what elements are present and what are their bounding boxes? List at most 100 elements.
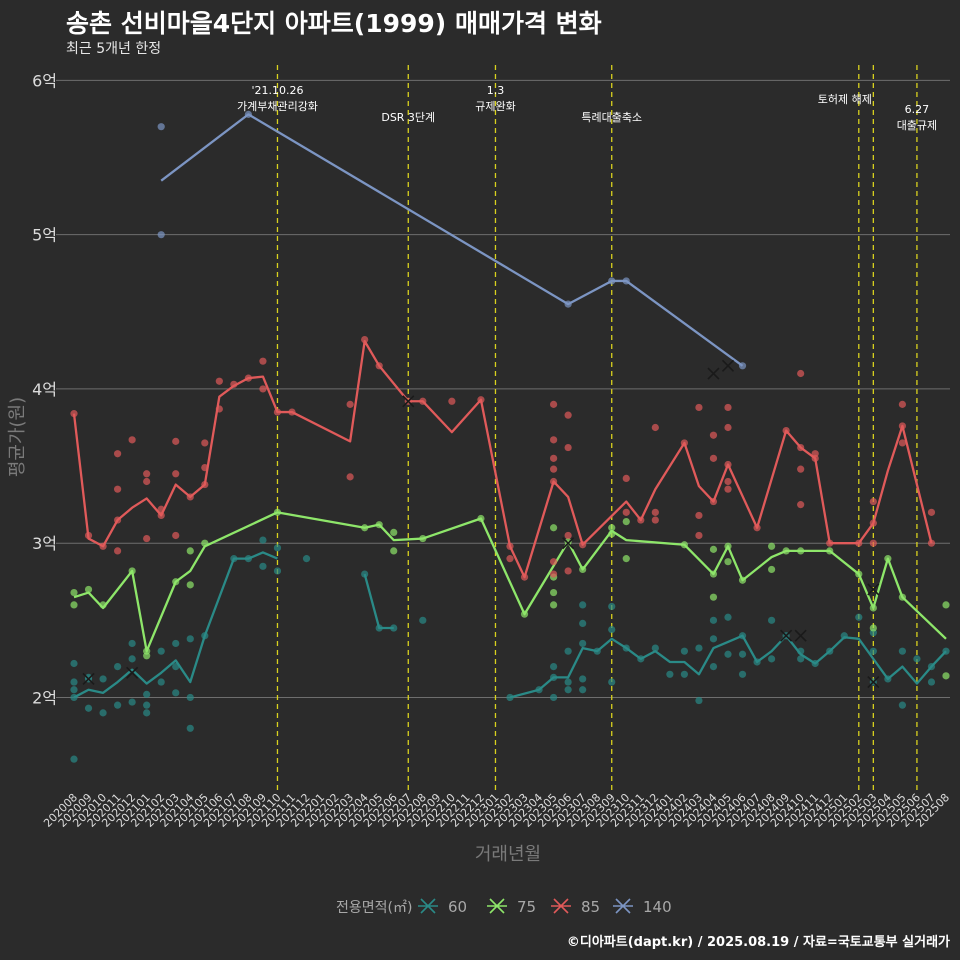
event-label: 1.3 xyxy=(487,84,505,97)
data-point-60 xyxy=(768,616,776,624)
data-point-85 xyxy=(724,403,732,412)
legend-cross-140 xyxy=(615,898,631,914)
data-point-60 xyxy=(579,675,587,683)
series-60 xyxy=(70,536,950,763)
y-tick-label: 6억 xyxy=(32,71,57,90)
data-point-60 xyxy=(419,616,427,624)
y-tick-label: 5억 xyxy=(32,226,57,245)
data-point-85 xyxy=(724,423,732,432)
series-layer xyxy=(70,110,950,763)
highlight-cross-85 xyxy=(402,395,415,408)
event-label: 토허제 해제 xyxy=(818,92,872,106)
data-point-85 xyxy=(797,369,805,378)
data-point-75 xyxy=(768,565,776,574)
highlight-cross-140 xyxy=(721,359,735,372)
x-axis-title: 거래년월 xyxy=(475,844,541,865)
data-point-60 xyxy=(172,639,180,648)
data-point-60 xyxy=(608,625,616,634)
data-point-85 xyxy=(869,497,877,506)
data-point-60 xyxy=(564,647,572,655)
data-point-75 xyxy=(622,517,630,526)
data-point-60 xyxy=(550,693,558,702)
data-point-75 xyxy=(186,547,194,555)
data-point-85 xyxy=(172,531,180,540)
data-point-60 xyxy=(128,698,136,706)
event-label: 특례대출축소 xyxy=(581,111,642,124)
data-point-60 xyxy=(99,709,107,717)
data-point-60 xyxy=(550,662,558,671)
data-point-60 xyxy=(143,701,151,709)
data-point-85 xyxy=(898,400,907,408)
data-point-60 xyxy=(855,613,863,621)
data-point-60 xyxy=(738,650,747,658)
data-point-85 xyxy=(143,534,151,543)
data-point-60 xyxy=(738,670,747,678)
data-point-60 xyxy=(259,562,267,570)
legend-cross-75 xyxy=(489,898,505,914)
data-point-85 xyxy=(622,474,630,483)
data-point-60 xyxy=(114,662,122,671)
data-point-60 xyxy=(128,655,136,663)
data-point-75 xyxy=(550,524,558,532)
data-point-60 xyxy=(579,619,587,628)
data-point-85 xyxy=(622,508,630,516)
data-point-60 xyxy=(913,655,921,663)
data-point-60 xyxy=(157,647,165,655)
data-point-75 xyxy=(724,558,732,566)
data-point-60 xyxy=(608,678,616,686)
y-tick-label: 4억 xyxy=(32,380,57,399)
legend: 전용면적(㎡) 60 75 85 140 xyxy=(336,898,672,916)
data-point-60 xyxy=(579,639,587,648)
data-point-60 xyxy=(898,701,907,709)
highlight-cross-60 xyxy=(867,675,880,689)
y-tick-label: 2억 xyxy=(32,688,57,707)
data-point-85 xyxy=(128,436,136,444)
event-label: DSR 3단계 xyxy=(381,111,435,124)
data-point-85 xyxy=(797,465,805,473)
chart-title: 송촌 선비마을4단지 아파트(1999) 매매가격 변화 xyxy=(66,9,602,38)
highlight-cross-75 xyxy=(562,537,575,550)
data-point-85 xyxy=(564,567,572,575)
data-point-75 xyxy=(70,601,78,609)
data-point-60 xyxy=(709,662,718,671)
x-axis: 2020082020092020102020112020122021012021… xyxy=(41,791,952,830)
event-label: 규제완화 xyxy=(475,100,515,113)
highlight-cross-75 xyxy=(867,583,880,596)
series-75 xyxy=(70,508,950,680)
data-point-85 xyxy=(550,454,558,462)
data-point-85 xyxy=(172,437,180,445)
data-point-60 xyxy=(157,678,165,686)
data-point-75 xyxy=(186,581,194,589)
data-point-75 xyxy=(942,672,950,680)
event-label: '21.10.26 xyxy=(251,84,303,97)
data-point-85 xyxy=(898,439,907,447)
highlight-cross-60 xyxy=(126,666,139,679)
data-point-60 xyxy=(898,647,907,655)
series-85 xyxy=(70,335,936,581)
data-point-60 xyxy=(273,567,282,575)
data-point-75 xyxy=(608,524,616,532)
data-point-60 xyxy=(608,602,616,611)
data-point-85 xyxy=(651,516,659,524)
data-point-140 xyxy=(157,231,165,239)
data-point-85 xyxy=(695,531,703,540)
data-point-85 xyxy=(550,570,558,578)
data-point-60 xyxy=(709,635,718,643)
data-point-60 xyxy=(506,693,514,702)
data-point-75 xyxy=(709,545,718,553)
data-point-60 xyxy=(927,678,936,686)
data-point-60 xyxy=(695,696,703,705)
data-point-85 xyxy=(172,470,180,478)
legend-label-140: 140 xyxy=(643,898,672,916)
grid-lines xyxy=(56,79,950,698)
data-point-75 xyxy=(709,593,718,601)
data-point-85 xyxy=(927,508,936,516)
legend-cross-60 xyxy=(420,898,436,914)
data-point-85 xyxy=(724,485,732,493)
data-point-60 xyxy=(651,644,659,652)
data-point-85 xyxy=(651,508,659,516)
data-point-60 xyxy=(84,704,93,712)
highlight-cross-60 xyxy=(794,629,807,642)
series-line-60 xyxy=(363,573,394,630)
